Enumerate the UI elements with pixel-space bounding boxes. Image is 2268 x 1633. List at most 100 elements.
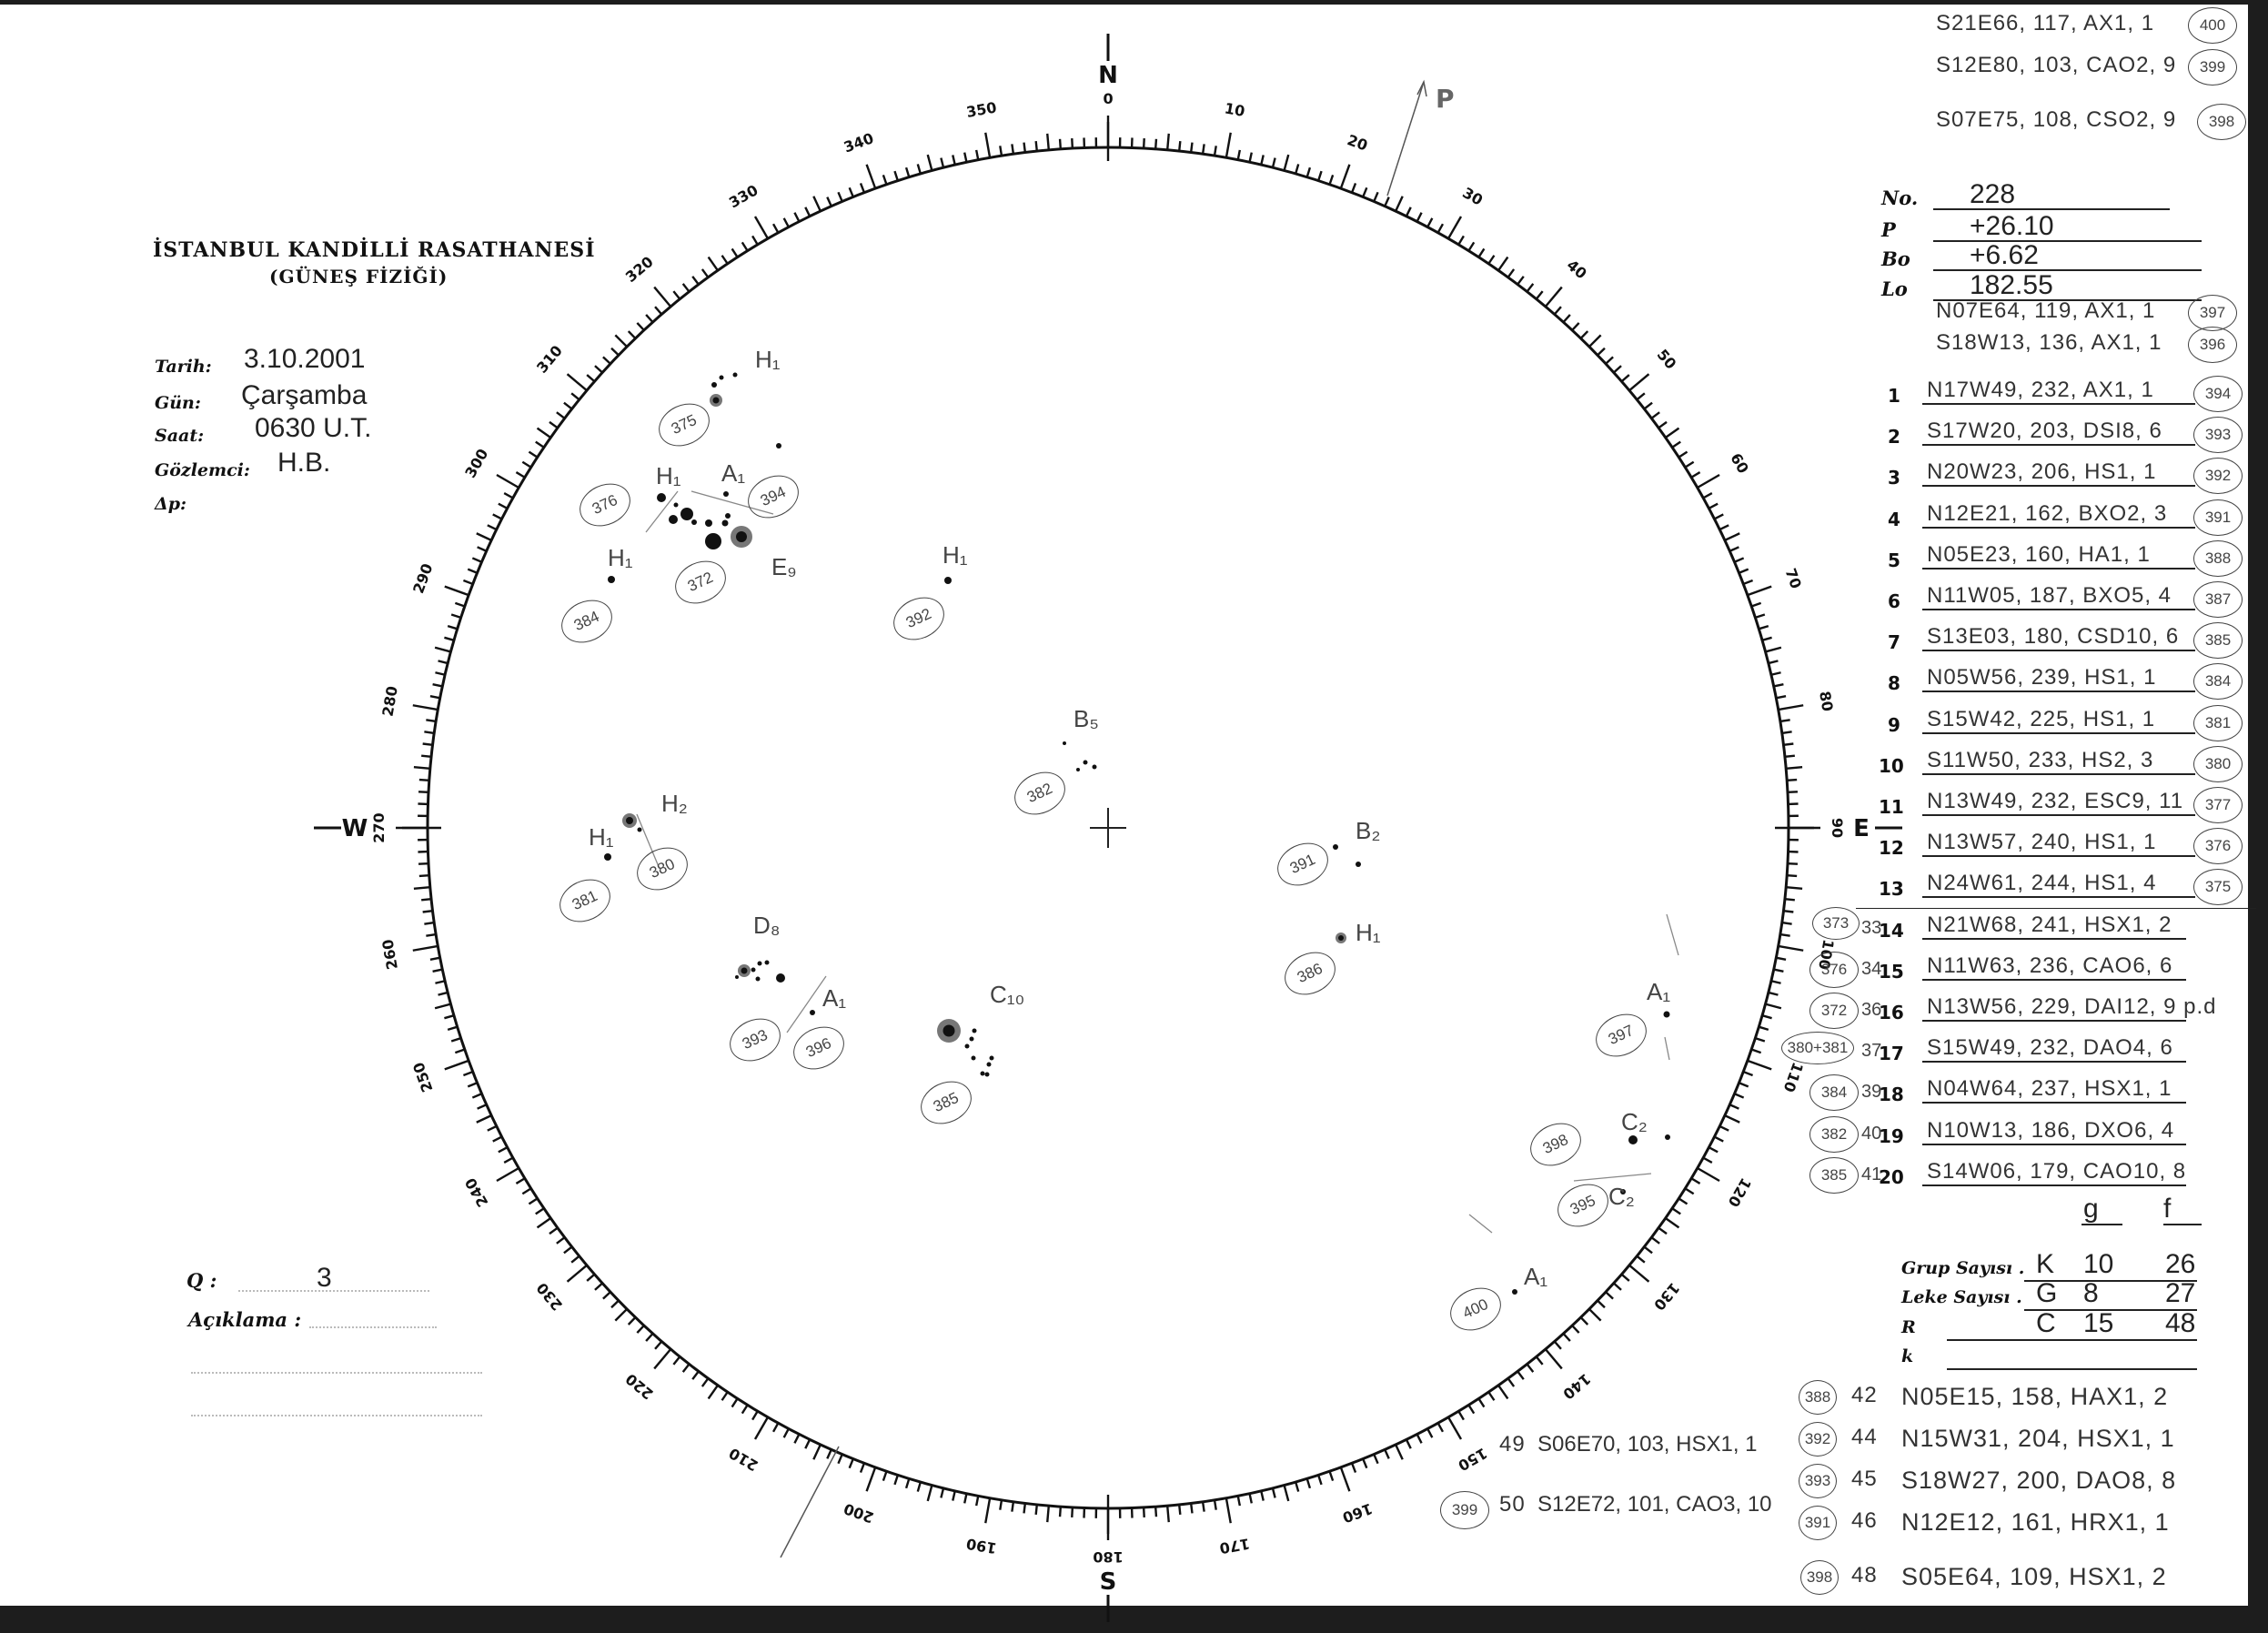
row-entry[interactable]: N05E23, 160, HA1, 1 xyxy=(1927,541,2151,567)
row-entry[interactable]: S15W49, 232, DAO4, 6 xyxy=(1927,1035,2173,1061)
sunspot-umbra xyxy=(736,531,747,542)
degree-tick xyxy=(1650,411,1660,419)
degree-tick xyxy=(721,255,729,265)
degree-label: 80 xyxy=(1816,690,1837,712)
row-entry[interactable]: N13W57, 240, HS1, 1 xyxy=(1927,830,2157,855)
q-value: 3 xyxy=(317,1263,332,1293)
row-entry[interactable]: S15W42, 225, HS1, 1 xyxy=(1927,706,2156,731)
degree-tick xyxy=(1436,223,1445,234)
row-entry[interactable]: N11W63, 236, CAO6, 6 xyxy=(1927,953,2173,978)
degree-label: 90 xyxy=(1829,818,1846,838)
degree-tick xyxy=(848,186,854,197)
row-entry[interactable]: N13W49, 232, ESC9, 11 xyxy=(1927,789,2184,813)
summary-g: 10 xyxy=(2083,1249,2114,1279)
row-line xyxy=(1922,978,2186,981)
row-entry[interactable]: N11W05, 187, BXO5, 4 xyxy=(1927,583,2172,608)
degree-tick xyxy=(1787,873,1798,878)
side-number: 39 xyxy=(1861,1082,1882,1103)
degree-tick xyxy=(926,1485,933,1502)
row-line xyxy=(1922,403,2195,405)
row-entry[interactable]: N17W49, 232, AX1, 1 xyxy=(1927,378,2154,402)
degree-tick xyxy=(515,471,526,479)
row-entry[interactable]: N13W56, 229, DAI12, 9 p.d xyxy=(1927,994,2217,1019)
degree-label: 150 xyxy=(1456,1445,1490,1475)
row-number: 2 xyxy=(1888,426,1900,449)
param-line xyxy=(1933,269,2202,271)
degree-tick xyxy=(1165,1506,1170,1523)
degree-label: 180 xyxy=(1093,1548,1123,1566)
row-line xyxy=(1922,567,2195,570)
circled-ref: 400 xyxy=(2188,7,2237,44)
sunspot xyxy=(1333,844,1338,850)
degree-tick xyxy=(1755,613,1766,619)
degree-tick xyxy=(594,365,603,374)
sunspot xyxy=(969,1036,974,1042)
sunspot-umbra xyxy=(626,817,633,824)
degree-tick xyxy=(454,1048,466,1054)
degree-label: 50 xyxy=(1654,346,1680,372)
row-entry[interactable]: S11W50, 233, HS2, 3 xyxy=(1927,747,2154,772)
degree-label: 300 xyxy=(461,446,491,480)
p-axis-line-bottom xyxy=(780,1446,840,1558)
row-entry[interactable]: S17W20, 203, DSI8, 6 xyxy=(1927,418,2162,444)
field-value: 3.10.2001 xyxy=(244,344,366,374)
degree-tick xyxy=(1690,471,1701,479)
sunspot xyxy=(604,853,611,861)
row-entry[interactable]: N12E21, 162, BXO2, 3 xyxy=(1927,500,2168,526)
degree-tick xyxy=(1636,1255,1646,1264)
note-number: 46 xyxy=(1851,1508,1878,1533)
degree-tick xyxy=(1643,401,1653,410)
row-number: 8 xyxy=(1888,672,1900,695)
degree-tick xyxy=(549,1226,559,1235)
degree-tick xyxy=(1579,330,1589,339)
degree-tick xyxy=(940,157,945,168)
degree-tick xyxy=(1328,174,1335,186)
degree-tick xyxy=(1362,186,1368,197)
department-subtitle: (GÜNEŞ FİZİĞİ) xyxy=(269,266,449,287)
row-entry[interactable]: N05W56, 239, HS1, 1 xyxy=(1927,665,2157,690)
degree-tick xyxy=(476,1114,492,1124)
param-value: +26.10 xyxy=(1970,211,2054,241)
cardinal-north: N xyxy=(1098,62,1118,89)
degree-tick xyxy=(1750,1048,1762,1054)
row-entry[interactable]: S13E03, 180, CSD10, 6 xyxy=(1927,624,2180,650)
degree-tick xyxy=(1739,568,1749,574)
sunspot xyxy=(657,493,666,502)
degree-tick xyxy=(1535,1356,1544,1366)
row-line xyxy=(1922,1184,2186,1186)
param-label: Bo xyxy=(1881,247,1910,270)
row-entry[interactable]: S14W06, 179, CAO10, 8 xyxy=(1927,1158,2187,1184)
row-entry[interactable]: N24W61, 244, HS1, 4 xyxy=(1927,871,2157,896)
group-label: C₂ xyxy=(1608,1183,1635,1210)
note-entry: N12E12, 161, HRX1, 1 xyxy=(1901,1508,2170,1536)
degree-tick xyxy=(753,216,770,239)
degree-tick xyxy=(1713,1135,1724,1143)
note-entry: S12E72, 101, CAO3, 10 xyxy=(1537,1492,1772,1517)
degree-tick xyxy=(610,347,620,357)
degree-tick xyxy=(515,1177,526,1184)
row-entry[interactable]: N21W68, 241, HSX1, 2 xyxy=(1927,912,2172,937)
degree-tick xyxy=(782,1427,790,1438)
sunspot xyxy=(1620,1189,1626,1195)
row-line xyxy=(1922,1143,2186,1145)
degree-tick xyxy=(1405,207,1412,217)
degree-tick xyxy=(1457,235,1465,246)
degree-tick xyxy=(865,1467,877,1492)
degree-tick xyxy=(1678,450,1688,459)
row-entry[interactable]: N04W64, 237, HSX1, 1 xyxy=(1927,1076,2172,1102)
sunspot xyxy=(1083,760,1088,765)
field-value: 0630 U.T. xyxy=(255,413,372,443)
degree-tick xyxy=(1787,791,1799,794)
degree-tick xyxy=(434,1003,451,1010)
degree-tick xyxy=(681,283,690,293)
side-number: 34 xyxy=(1861,958,1882,979)
degree-tick xyxy=(1588,334,1602,348)
degree-tick xyxy=(1271,157,1276,168)
row-entry[interactable]: N10W13, 186, DXO6, 4 xyxy=(1927,1117,2175,1143)
degree-tick xyxy=(707,256,719,271)
degree-tick xyxy=(1665,427,1680,438)
degree-tick xyxy=(487,1124,498,1132)
degree-tick xyxy=(477,546,488,552)
degree-tick xyxy=(904,1477,911,1489)
row-entry[interactable]: N20W23, 206, HS1, 1 xyxy=(1927,459,2157,485)
